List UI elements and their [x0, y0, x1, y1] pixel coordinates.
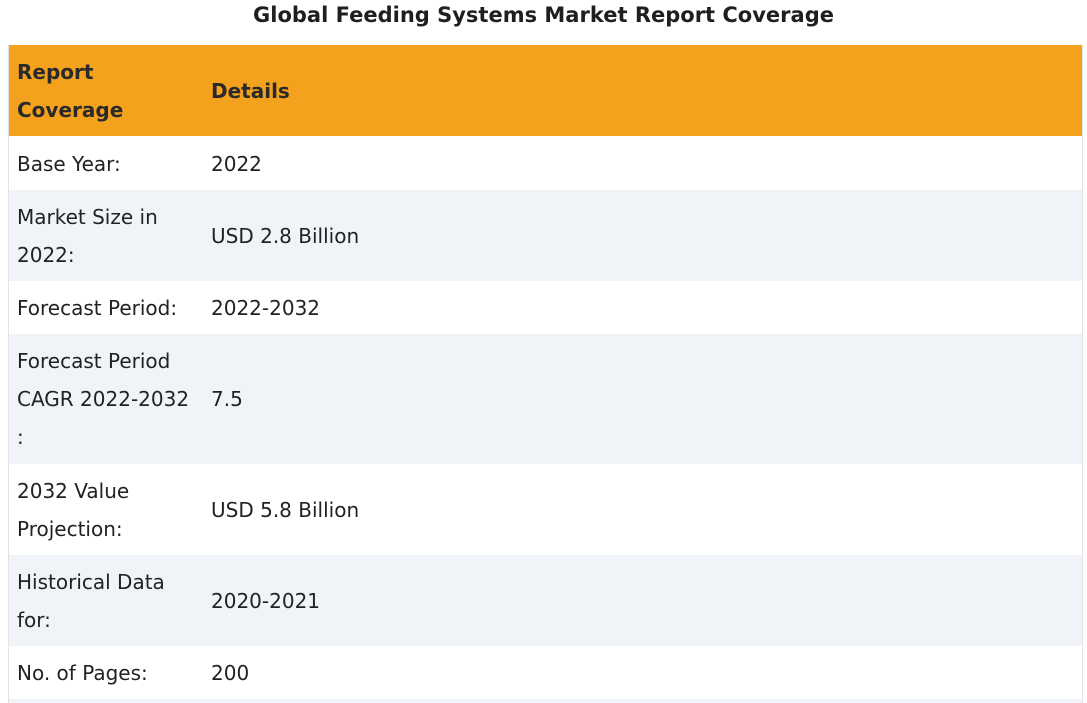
- row-label-line: Market Size in: [17, 204, 158, 229]
- row-label: Forecast Period:: [9, 289, 210, 327]
- header-label-line: Coverage: [17, 97, 124, 122]
- table-row: No. of Pages: 200: [9, 646, 1082, 699]
- row-label: Market Size in 2022:: [9, 198, 210, 274]
- table-row: Base Year: 2022: [9, 137, 1082, 190]
- row-label: Forecast Period CAGR 2022-2032 :: [9, 342, 210, 456]
- header-report-coverage: Report Coverage: [9, 53, 210, 129]
- row-label-line: Base Year:: [17, 151, 121, 176]
- row-value: 2022-2032: [211, 295, 321, 320]
- row-label-line: Forecast Period:: [17, 295, 178, 320]
- row-label-line: for:: [17, 607, 51, 632]
- row-value: 2022: [211, 151, 262, 176]
- row-value: 2020-2021: [211, 588, 321, 613]
- row-label: 2032 Value Projection:: [9, 472, 210, 548]
- page-title: Global Feeding Systems Market Report Cov…: [253, 3, 834, 27]
- row-label-line: No. of Pages:: [17, 660, 148, 685]
- table-row: Historical Data for: 2020-2021: [9, 555, 1082, 646]
- row-value: 200: [211, 660, 250, 685]
- header-details: Details: [211, 78, 290, 103]
- row-value: USD 2.8 Billion: [211, 223, 360, 248]
- row-label: Historical Data for:: [9, 563, 210, 639]
- row-label: Base Year:: [9, 145, 210, 183]
- table-row: Forecast Period CAGR 2022-2032 : 7.5: [9, 334, 1082, 464]
- row-value: USD 5.8 Billion: [211, 497, 360, 522]
- row-label-line: 2032 Value: [17, 478, 130, 503]
- row-value: 7.5: [211, 387, 243, 411]
- row-label-line: Projection:: [17, 516, 123, 541]
- table-header-row: Report Coverage Details: [9, 45, 1082, 137]
- row-label-line: :: [17, 425, 24, 449]
- table-row: Forecast Period: 2022-2032: [9, 281, 1082, 334]
- row-label-line: Historical Data: [17, 569, 165, 594]
- header-label-line: Report: [17, 59, 94, 84]
- report-coverage-table: Report Coverage Details Base Year: 2022 …: [8, 45, 1083, 703]
- row-label: No. of Pages:: [9, 654, 210, 692]
- row-label-line: 2022:: [17, 242, 75, 267]
- row-label-line: CAGR 2022-2032: [17, 387, 190, 411]
- table-row: Market Size in 2022: USD 2.8 Billion: [9, 190, 1082, 281]
- table-row: 2032 Value Projection: USD 5.8 Billion: [9, 464, 1082, 555]
- row-label-line: Forecast Period: [17, 349, 171, 373]
- table-row-partial: [9, 699, 1082, 703]
